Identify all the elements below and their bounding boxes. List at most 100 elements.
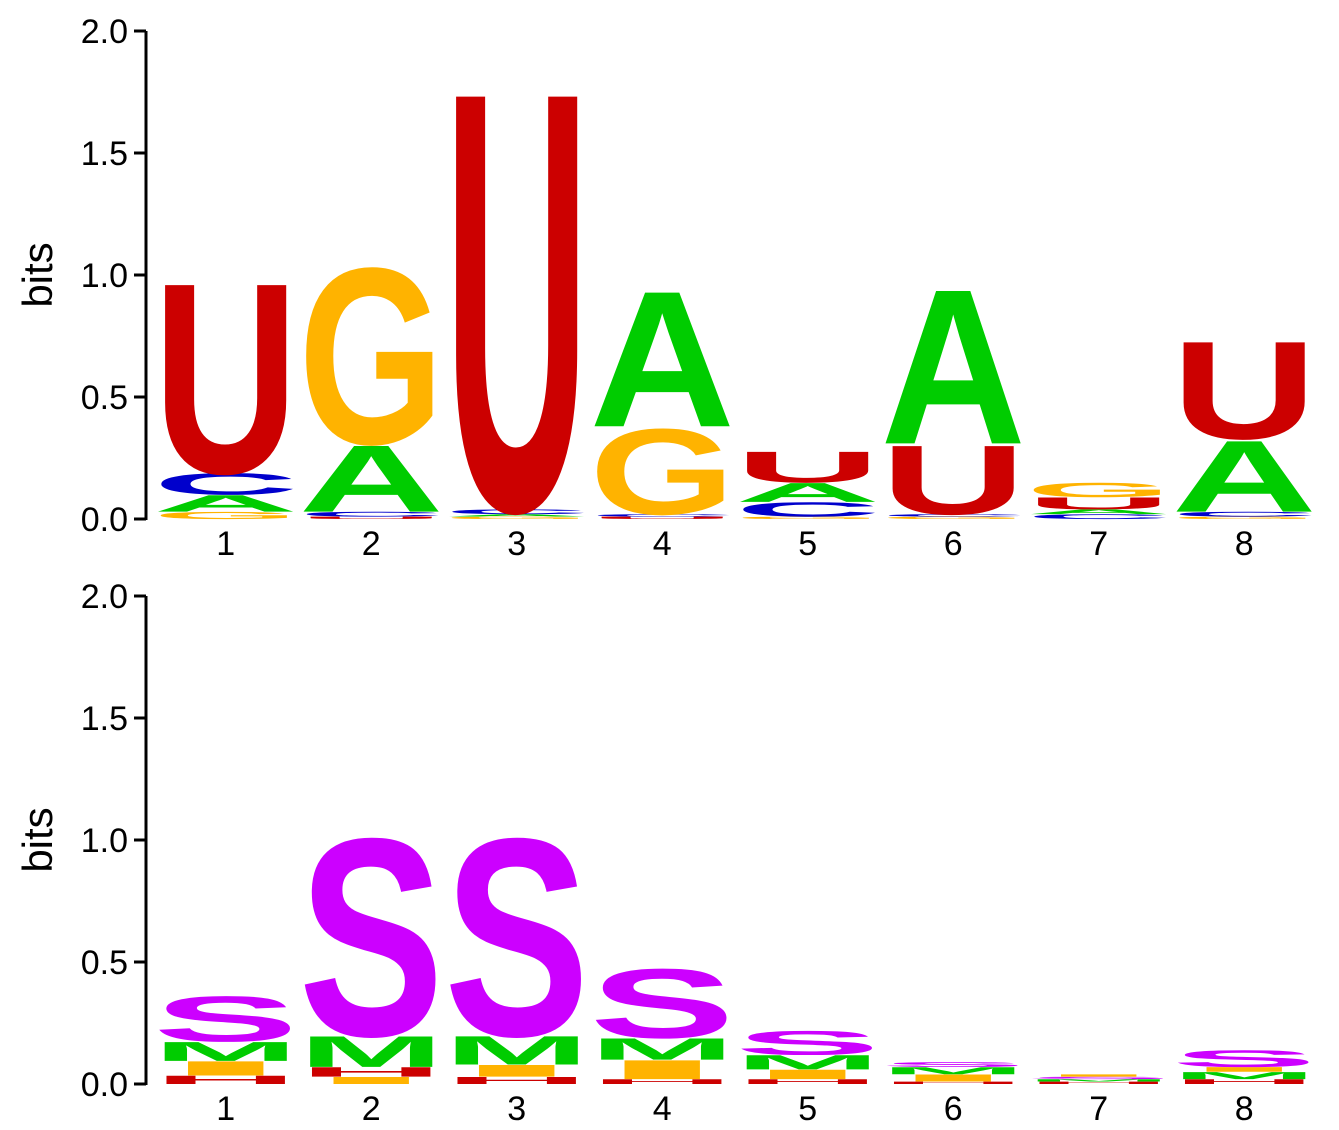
y-axis-title: bits <box>14 807 61 872</box>
letter-C: C <box>1172 510 1317 518</box>
letter-C: C <box>590 513 735 517</box>
letter-I: I <box>735 1067 880 1082</box>
letter-M: M <box>881 1065 1026 1076</box>
letter-A: A <box>735 477 880 507</box>
letter-A: A <box>299 426 445 533</box>
letter-S: S <box>1172 1045 1318 1072</box>
y-tick-label: 2.0 <box>81 13 128 51</box>
letter-S: S <box>881 1061 1026 1069</box>
letter-C: C <box>444 508 589 516</box>
position-label: 4 <box>653 525 672 563</box>
letter-S: S <box>1026 1076 1171 1080</box>
letter-H: H <box>881 1081 1026 1085</box>
y-tick-label: 0.0 <box>81 501 128 539</box>
y-tick-label: 1.0 <box>81 822 128 860</box>
letter-C: C <box>299 510 444 518</box>
letter-S: S <box>444 779 589 1096</box>
letter-I: I <box>1026 1074 1171 1078</box>
letter-I: I <box>299 1075 444 1086</box>
letter-I: I <box>881 1072 1026 1083</box>
position-label: 4 <box>653 1090 672 1128</box>
letter-S: S <box>590 948 736 1058</box>
y-tick-label: 1.0 <box>81 257 128 295</box>
y-tick-label: 0.5 <box>81 379 128 417</box>
letter-U: U <box>153 226 298 531</box>
letter-C: C <box>1026 513 1171 521</box>
letter-G: G <box>1172 516 1317 520</box>
position-label: 1 <box>216 1090 235 1128</box>
letter-I: I <box>590 1054 735 1085</box>
letter-A: A <box>881 242 1026 490</box>
position-label: 3 <box>507 1090 526 1128</box>
letter-U: U <box>1026 494 1171 513</box>
y-tick-label: 1.5 <box>81 135 128 173</box>
y-tick-label: 1.5 <box>81 700 128 738</box>
position-label: 6 <box>944 1090 963 1128</box>
letter-C: C <box>881 513 1026 517</box>
letter-U: U <box>1172 312 1317 468</box>
letter-A: A <box>153 490 298 517</box>
position-label: 7 <box>1089 525 1108 563</box>
letter-M: M <box>153 1036 298 1066</box>
letter-G: G <box>590 403 735 540</box>
letter-H: H <box>153 1073 298 1086</box>
letter-I: I <box>444 1061 589 1080</box>
letter-H: H <box>1172 1078 1317 1086</box>
letter-A: A <box>444 513 589 517</box>
letter-H: H <box>735 1078 880 1086</box>
letter-H: H <box>444 1075 589 1086</box>
letter-C: C <box>735 498 880 521</box>
letter-U: U <box>299 516 444 520</box>
y-tick-label: 0.5 <box>81 944 128 982</box>
letter-M: M <box>444 1027 589 1073</box>
letter-H: H <box>299 1064 444 1079</box>
letter-G: G <box>881 516 1026 520</box>
position-label: 6 <box>944 525 963 563</box>
letter-G: G <box>1026 479 1171 502</box>
letter-M: M <box>735 1051 880 1074</box>
letter-U: U <box>444 0 589 637</box>
y-tick-label: 0.0 <box>81 1066 128 1104</box>
letter-A: A <box>1026 508 1171 516</box>
position-label: 3 <box>507 525 526 563</box>
y-tick-label: 2.0 <box>81 578 128 616</box>
letter-M: M <box>1026 1078 1171 1082</box>
letter-U: U <box>881 424 1026 535</box>
letter-S: S <box>735 1024 880 1062</box>
letter-G: G <box>735 516 880 520</box>
letter-M: M <box>299 1027 444 1076</box>
position-label: 1 <box>216 525 235 563</box>
letter-A: A <box>590 251 735 468</box>
letter-I: I <box>153 1057 298 1080</box>
y-axis-title: bits <box>14 242 61 307</box>
position-label: 5 <box>798 525 817 563</box>
letter-M: M <box>590 1032 735 1066</box>
letter-U: U <box>735 442 881 492</box>
letter-A: A <box>1172 419 1318 534</box>
letter-H: H <box>1026 1081 1171 1085</box>
letter-G: G <box>299 216 444 498</box>
letter-S: S <box>299 779 444 1096</box>
letter-C: C <box>153 467 298 501</box>
position-label: 5 <box>798 1090 817 1128</box>
letter-G: G <box>153 510 298 521</box>
letter-G: G <box>444 516 589 520</box>
